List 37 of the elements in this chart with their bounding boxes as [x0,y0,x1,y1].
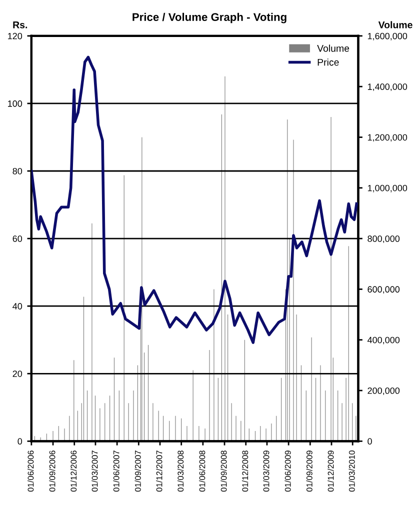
x-tick-label: 01/03/2007 [92,450,98,492]
x-tick-label: 01/12/2007 [156,450,162,492]
x-tick-label: 01/06/2007 [113,450,120,492]
y2-tick-label: 600,000 [368,286,400,294]
y-tick-label: 20 [12,370,22,377]
y-tick-label: 0 [18,438,22,445]
x-tick-label: 01/06/2006 [28,450,34,492]
x-tick-label: 01/12/2008 [242,450,248,492]
x-tick-label: 01/12/2009 [328,450,334,492]
y2-tick-label: 0 [368,438,372,445]
x-tick-label: 01/09/2007 [134,450,141,492]
y-tick-label: 40 [12,303,22,310]
legend-label: Volume [317,44,350,52]
x-tick-label: 01/09/2006 [49,450,56,492]
chart-title: Price / Volume Graph - Voting [132,12,286,24]
x-tick-label: 01/06/2008 [199,450,206,492]
y2-tick-label: 1,200,000 [368,134,408,142]
x-tick-label: 01/03/2008 [177,450,184,492]
y-tick-label: 120 [8,32,22,40]
y2-tick-label: 1,400,000 [368,84,408,91]
y-tick-label: 80 [12,168,22,174]
legend-label: Price [318,58,339,66]
x-tick-label: 01/09/2009 [306,450,312,492]
y-tick-label: 100 [8,100,22,107]
x-tick-label: 01/03/2010 [348,450,355,492]
y2-tick-label: 1,000,000 [368,184,408,192]
y2-tick-label: 1,600,000 [368,32,408,40]
y2-tick-label: 800,000 [368,236,400,243]
y-axis-title: Rs. [13,22,28,28]
x-tick-label: 01/12/2006 [70,450,77,492]
y2-tick-label: 200,000 [368,387,400,395]
x-tick-label: 01/03/2009 [263,450,270,492]
x-tick-label: 01/06/2009 [284,450,291,492]
y2-axis-title: Volume [378,21,412,28]
y-tick-label: 60 [12,236,22,242]
x-tick-label: 01/09/2008 [220,450,227,492]
y2-tick-label: 400,000 [367,336,400,344]
